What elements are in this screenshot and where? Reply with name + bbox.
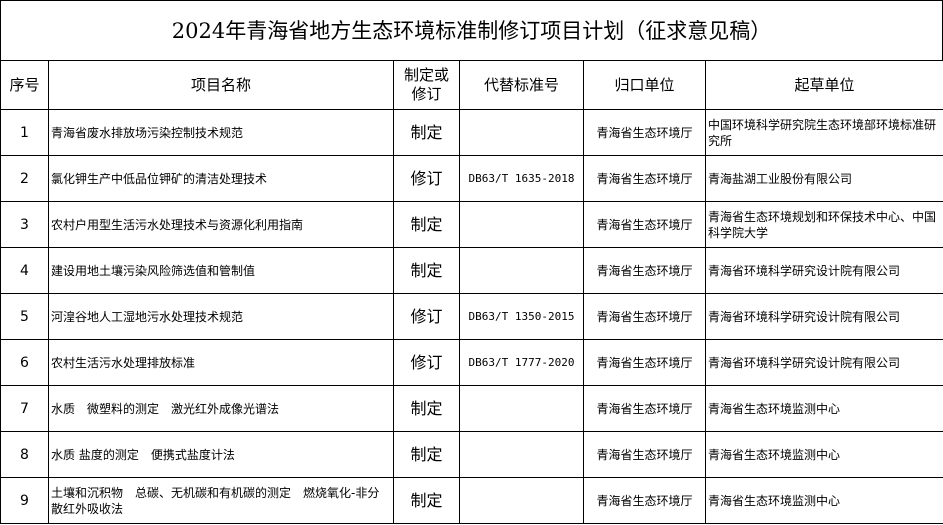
- drafting-unit: 青海省生态环境监测中心: [705, 477, 943, 524]
- project-name: 河湟谷地人工湿地污水处理技术规范: [48, 293, 394, 340]
- drafting-unit: 青海省环境科学研究设计院有限公司: [705, 247, 943, 294]
- header-replaces: 代替标准号: [459, 60, 584, 110]
- project-name: 氯化钾生产中低品位钾矿的清洁处理技术: [48, 155, 394, 202]
- drafting-unit: 青海省环境科学研究设计院有限公司: [705, 293, 943, 340]
- row-number: 9: [0, 477, 49, 524]
- row-number: 4: [0, 247, 49, 294]
- project-type: 制定: [393, 431, 460, 478]
- project-name: 土壤和沉积物 总碳、无机碳和有机碳的测定 燃烧氧化-非分散红外吸收法: [48, 477, 394, 524]
- project-type: 制定: [393, 385, 460, 432]
- page-title: 2024年青海省地方生态环境标准制修订项目计划（征求意见稿）: [0, 0, 943, 60]
- drafting-unit: 青海省生态环境监测中心: [705, 385, 943, 432]
- header-type: 制定或修订: [393, 60, 460, 110]
- row-number: 1: [0, 109, 49, 156]
- drafting-unit: 中国环境科学研究院生态环境部环境标准研究所: [705, 109, 943, 156]
- project-type: 修订: [393, 339, 460, 386]
- authority-unit: 青海省生态环境厅: [583, 109, 706, 156]
- table-row: 2 氯化钾生产中低品位钾矿的清洁处理技术 修订 DB63/T 1635-2018 青海省…: [0, 155, 943, 202]
- row-number: 5: [0, 293, 49, 340]
- header-drafter: 起草单位: [705, 60, 943, 110]
- replaced-standard: DB63/T 1350-2015: [459, 293, 584, 340]
- header-type-label: 制定或修订: [403, 66, 449, 103]
- replaced-standard: [459, 201, 584, 248]
- replaced-standard: DB63/T 1777-2020: [459, 339, 584, 386]
- project-type: 制定: [393, 477, 460, 524]
- authority-unit: 青海省生态环境厅: [583, 293, 706, 340]
- table-row: 9 土壤和沉积物 总碳、无机碳和有机碳的测定 燃烧氧化-非分散红外吸收法 制定 青海省…: [0, 477, 943, 524]
- table-row: 3 农村户用型生活污水处理技术与资源化利用指南 制定 青海省生态环境厅 青海省生态环境规…: [0, 201, 943, 248]
- project-name: 水质 微塑料的测定 激光红外成像光谱法: [48, 385, 394, 432]
- table-row: 8 水质 盐度的测定 便携式盐度计法 制定 青海省生态环境厅 青海省生态环境监测中心: [0, 431, 943, 478]
- project-name: 农村户用型生活污水处理技术与资源化利用指南: [48, 201, 394, 248]
- replaced-standard: [459, 385, 584, 432]
- replaced-standard: [459, 247, 584, 294]
- row-number: 2: [0, 155, 49, 202]
- project-name: 农村生活污水处理排放标准: [48, 339, 394, 386]
- row-number: 7: [0, 385, 49, 432]
- replaced-standard: [459, 477, 584, 524]
- authority-unit: 青海省生态环境厅: [583, 155, 706, 202]
- project-table: 序号 项目名称 制定或修订 代替标准号 归口单位 起草单位 1 青海省废水排放场污…: [0, 60, 943, 524]
- drafting-unit: 青海盐湖工业股份有限公司: [705, 155, 943, 202]
- project-type: 制定: [393, 247, 460, 294]
- project-type: 制定: [393, 201, 460, 248]
- table-row: 6 农村生活污水处理排放标准 修订 DB63/T 1777-2020 青海省生态环境厅青…: [0, 339, 943, 386]
- table-row: 4 建设用地土壤污染风险筛选值和管制值 制定 青海省生态环境厅 青海省环境科学研究设计院…: [0, 247, 943, 294]
- project-type: 制定: [393, 109, 460, 156]
- authority-unit: 青海省生态环境厅: [583, 247, 706, 294]
- authority-unit: 青海省生态环境厅: [583, 431, 706, 478]
- drafting-unit: 青海省生态环境监测中心: [705, 431, 943, 478]
- replaced-standard: [459, 109, 584, 156]
- authority-unit: 青海省生态环境厅: [583, 385, 706, 432]
- header-no: 序号: [0, 60, 49, 110]
- project-name: 建设用地土壤污染风险筛选值和管制值: [48, 247, 394, 294]
- authority-unit: 青海省生态环境厅: [583, 339, 706, 386]
- header-name: 项目名称: [48, 60, 394, 110]
- row-number: 3: [0, 201, 49, 248]
- authority-unit: 青海省生态环境厅: [583, 201, 706, 248]
- project-name: 青海省废水排放场污染控制技术规范: [48, 109, 394, 156]
- table-row: 7 水质 微塑料的测定 激光红外成像光谱法 制定 青海省生态环境厅 青海省生态环境监测中…: [0, 385, 943, 432]
- project-type: 修订: [393, 293, 460, 340]
- drafting-unit: 青海省生态环境规划和环保技术中心、中国科学院大学: [705, 201, 943, 248]
- project-type: 修订: [393, 155, 460, 202]
- table-row: 5 河湟谷地人工湿地污水处理技术规范 修订 DB63/T 1350-2015 青海省生态…: [0, 293, 943, 340]
- project-name: 水质 盐度的测定 便携式盐度计法: [48, 431, 394, 478]
- table-row: 1 青海省废水排放场污染控制技术规范 制定 青海省生态环境厅 中国环境科学研究院生态环境…: [0, 109, 943, 156]
- authority-unit: 青海省生态环境厅: [583, 477, 706, 524]
- row-number: 6: [0, 339, 49, 386]
- header-authority: 归口单位: [583, 60, 706, 110]
- drafting-unit: 青海省环境科学研究设计院有限公司: [705, 339, 943, 386]
- header-row: 序号 项目名称 制定或修订 代替标准号 归口单位 起草单位: [0, 60, 943, 110]
- replaced-standard: DB63/T 1635-2018: [459, 155, 584, 202]
- row-number: 8: [0, 431, 49, 478]
- replaced-standard: [459, 431, 584, 478]
